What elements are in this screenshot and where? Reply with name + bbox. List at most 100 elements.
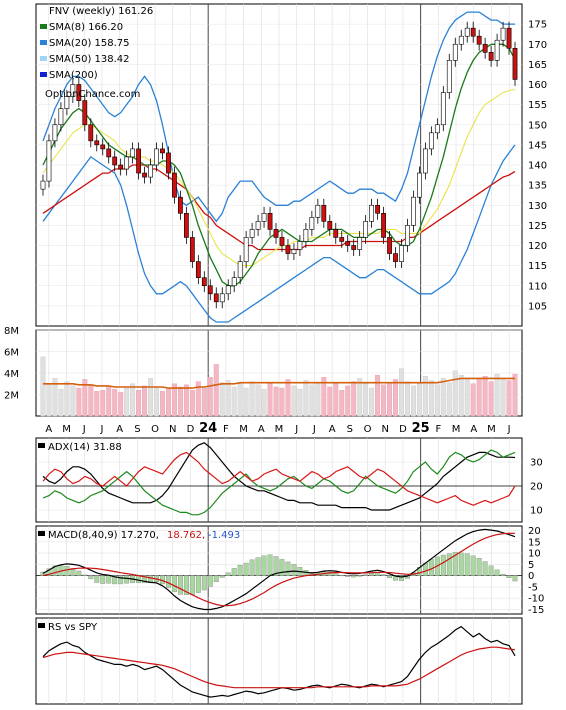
bollinger-upper-line [42,11,515,223]
candle-body [142,172,147,178]
candle-body [231,277,237,287]
candle-body [446,60,452,93]
volume-bar [154,387,159,417]
volume-bar [303,380,309,417]
macd-hist-label: -1.493 [208,530,240,541]
volume-bar [231,386,237,417]
x-tick-label: D [399,424,407,435]
candle-body [225,285,231,295]
volume-bar [148,378,154,417]
candle-body [52,124,58,142]
y-tick-label: 160 [528,80,547,91]
x-tick-label: F [435,424,441,435]
candle-body [405,225,410,246]
candle-body [464,27,470,37]
candle-body [243,237,249,262]
macd-histogram-bar [237,564,243,576]
x-tick-label: O [364,424,372,435]
candle-body [506,27,512,49]
x-tick-label: M [275,424,284,435]
candle-body [482,43,488,53]
candle-body [166,152,171,174]
y-tick-label: 110 [528,281,547,292]
volume-bar [428,380,434,417]
candle-body [399,245,404,262]
candle-body [321,204,327,222]
macd-label: MACD(8,40,9) 17.270, [48,530,159,541]
volume-bar [333,383,339,417]
volume-bar [118,392,124,417]
macd-histogram-bar [76,570,82,576]
volume-bar [339,390,345,417]
volume-bar [70,385,76,417]
sma20-band-line [42,88,516,267]
macd-histogram-bar [446,553,452,576]
x-tick-label: O [151,424,159,435]
y-tick-label: 30 [530,458,543,469]
candle-body [333,229,339,238]
candle-body [303,229,309,242]
macd-histogram-bar [64,566,70,576]
macd-histogram-bar [512,575,518,582]
adx-series-line [42,451,516,506]
candle-body [178,196,183,214]
macd-histogram-bar [482,561,488,576]
candle-body [500,27,506,41]
volume-bar [207,377,213,417]
candle-body [470,27,476,37]
volume-bar [399,368,404,417]
macd-histogram-bar [171,575,177,593]
candle-body [345,241,351,246]
candle-body [351,245,357,250]
x-tick-label: A [45,424,52,435]
legend-swatch [38,531,45,536]
volume-bar [225,380,231,417]
macd-line [42,528,516,611]
adx-label: ADX(14) 31.88 [48,442,122,453]
macd-histogram-bar [476,558,482,576]
macd-histogram-bar [165,575,171,588]
volume-bar [237,383,243,417]
macd-histogram-bar [345,575,351,577]
volume-bar [94,391,100,417]
macd-histogram-bar [261,555,267,576]
sma8-line [42,43,516,287]
volume-average-line [43,377,515,389]
volume-bar [46,383,52,417]
macd-signal-line [42,532,516,607]
volume-bar [458,374,464,417]
volume-bar [410,385,416,417]
candle-body [183,213,189,238]
macd-histogram-bar [381,574,387,576]
candle-body [195,261,201,279]
volume-bar [219,382,225,417]
volume-bar [136,390,142,417]
x-tick-label: S [134,424,140,435]
volume-bar [315,382,321,417]
candle-body [94,140,100,146]
candle-body [393,253,398,262]
volume-bar [488,381,494,417]
volume-bar [327,386,333,417]
candle-body [201,277,207,287]
candle-body [40,180,46,190]
macd-histogram-bar [452,551,458,576]
volume-bar [440,378,446,417]
y-tick-label: 145 [528,140,547,151]
macd-histogram-bar [106,575,112,584]
macd-histogram-bar [470,555,476,576]
legend-entry: SMA(50) 138.42 [49,54,130,65]
x-tick-label: S [347,424,353,435]
legend-entry: SMA(200) [49,70,98,81]
y-tick-label: -10 [528,594,544,605]
macd-histogram-bar [82,574,88,576]
y-tick-label: 130 [528,201,547,212]
macd-histogram-bar [249,559,255,576]
candle-body [148,164,153,178]
macd-histogram-bar [243,562,249,576]
x-tick-label: J [294,424,298,435]
x-tick-label: J [82,424,86,435]
adx-series-line [42,449,516,516]
volume-bar [369,387,375,417]
candle-body [357,237,363,250]
